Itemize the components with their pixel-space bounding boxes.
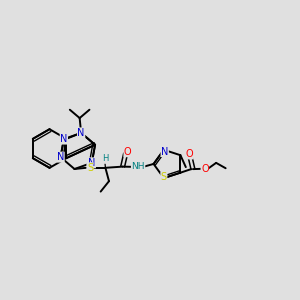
Text: N: N xyxy=(161,147,168,157)
Text: S: S xyxy=(161,172,167,182)
Text: O: O xyxy=(124,147,131,157)
Text: NH: NH xyxy=(131,162,145,171)
Text: S: S xyxy=(87,163,93,173)
Text: N: N xyxy=(57,152,64,162)
Text: N: N xyxy=(60,134,68,144)
Text: N: N xyxy=(88,158,95,168)
Text: H: H xyxy=(102,154,108,164)
Text: O: O xyxy=(186,149,193,159)
Text: N: N xyxy=(77,128,85,138)
Text: O: O xyxy=(201,164,208,174)
